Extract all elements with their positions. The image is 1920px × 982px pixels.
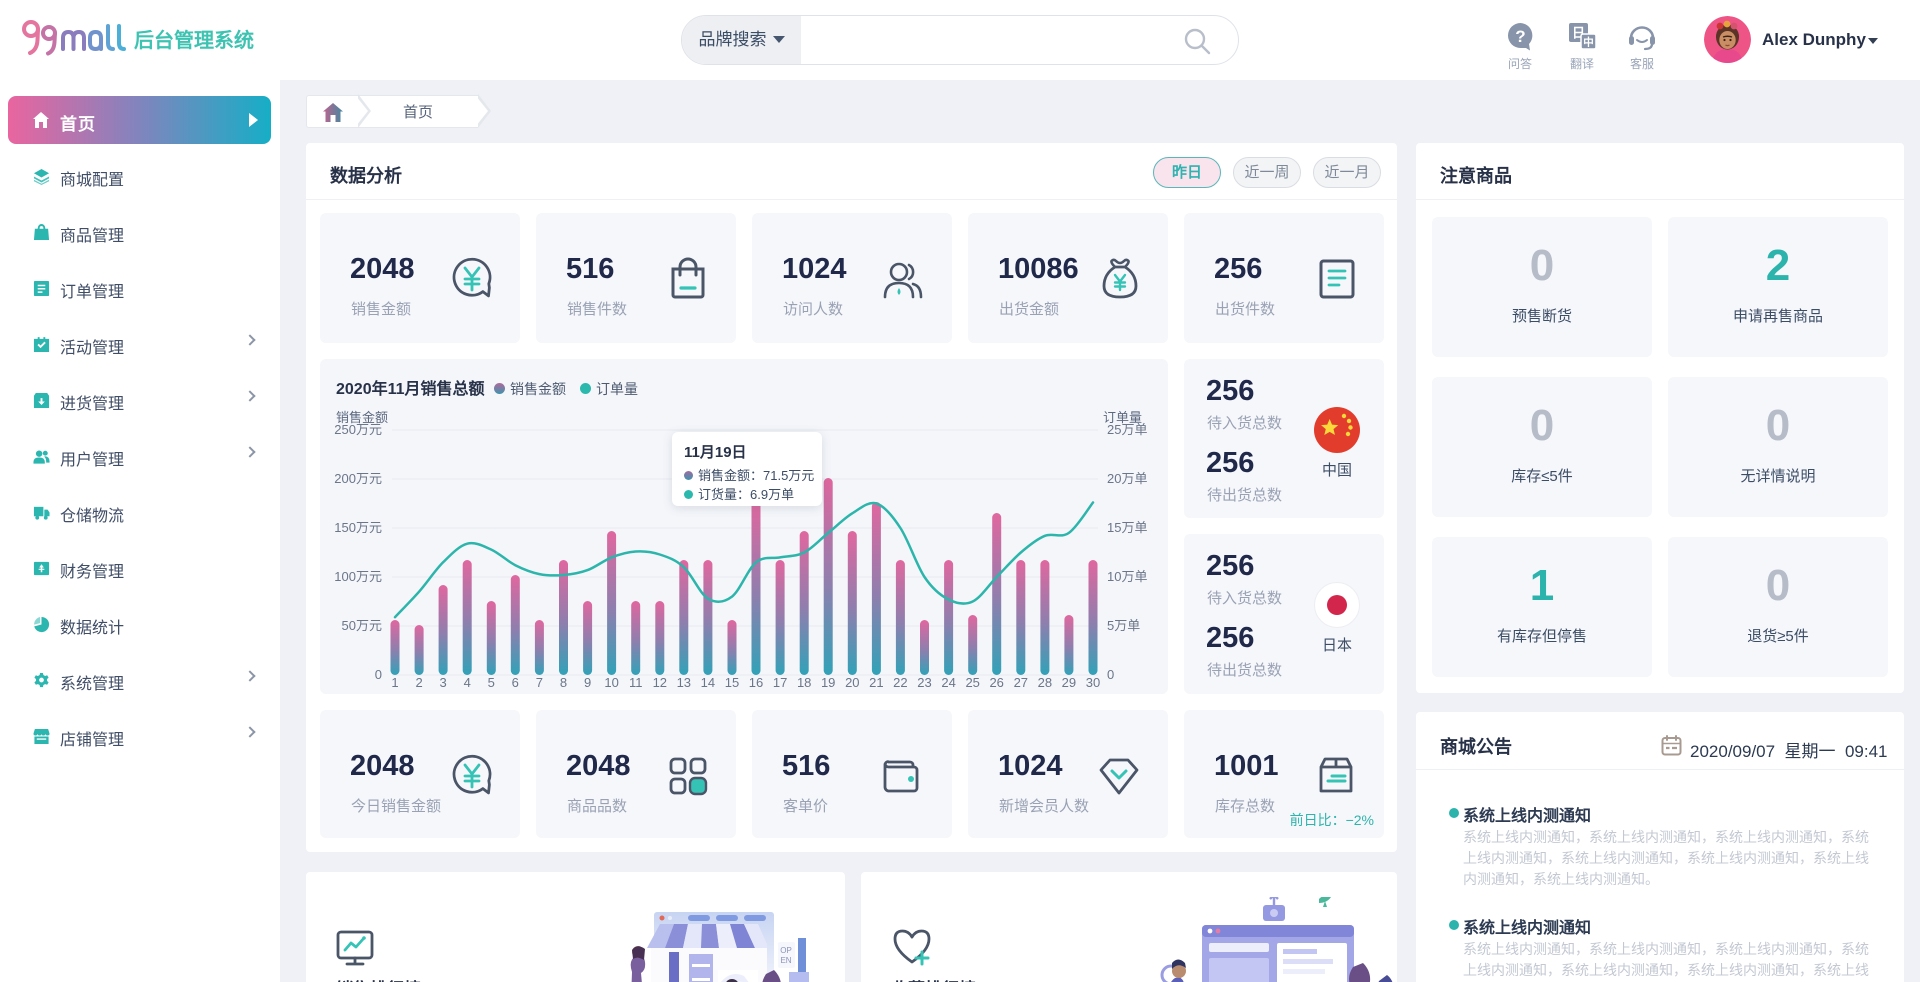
svg-text:5万单: 5万单: [1107, 618, 1140, 633]
svg-text:10万单: 10万单: [1107, 569, 1147, 584]
svg-text:13: 13: [677, 675, 691, 690]
svg-text:7: 7: [536, 675, 543, 690]
svg-text:16: 16: [749, 675, 763, 690]
svg-text:14: 14: [701, 675, 715, 690]
svg-text:11: 11: [629, 675, 643, 690]
svg-text:0: 0: [375, 667, 382, 682]
svg-text:4: 4: [464, 675, 471, 690]
svg-text:OP: OP: [780, 946, 792, 955]
svg-text:28: 28: [1038, 675, 1052, 690]
svg-text:20: 20: [845, 675, 859, 690]
svg-text:15: 15: [725, 675, 739, 690]
svg-text:23: 23: [917, 675, 931, 690]
svg-text:22: 22: [893, 675, 907, 690]
svg-text:8: 8: [560, 675, 567, 690]
svg-text:0: 0: [1107, 667, 1114, 682]
svg-text:中: 中: [1583, 36, 1594, 49]
svg-text:5: 5: [488, 675, 495, 690]
svg-text:1: 1: [391, 675, 398, 690]
svg-text:26: 26: [989, 675, 1003, 690]
svg-text:2: 2: [415, 675, 422, 690]
svg-text:9: 9: [584, 675, 591, 690]
svg-text:50万元: 50万元: [342, 618, 382, 633]
svg-text:200万元: 200万元: [334, 471, 382, 486]
svg-text:后台管理系统: 后台管理系统: [134, 28, 254, 52]
svg-text:17: 17: [773, 675, 787, 690]
svg-text:250万元: 250万元: [334, 422, 382, 437]
svg-text:27: 27: [1014, 675, 1028, 690]
svg-text:18: 18: [797, 675, 811, 690]
svg-text:150万元: 150万元: [334, 520, 382, 535]
svg-text:25: 25: [965, 675, 979, 690]
svg-text:100万元: 100万元: [334, 569, 382, 584]
svg-text:24: 24: [941, 675, 955, 690]
svg-text:29: 29: [1062, 675, 1076, 690]
svg-text:EN: EN: [780, 956, 791, 965]
svg-text:15万单: 15万单: [1107, 520, 1147, 535]
svg-text:30: 30: [1086, 675, 1100, 690]
svg-text:12: 12: [653, 675, 667, 690]
svg-text:21: 21: [869, 675, 883, 690]
svg-text:10: 10: [604, 675, 618, 690]
svg-text:25万单: 25万单: [1107, 422, 1147, 437]
svg-text:3: 3: [439, 675, 446, 690]
svg-text:6: 6: [512, 675, 519, 690]
svg-text:?: ?: [1515, 27, 1525, 46]
svg-text:20万单: 20万单: [1107, 471, 1147, 486]
svg-text:19: 19: [821, 675, 835, 690]
